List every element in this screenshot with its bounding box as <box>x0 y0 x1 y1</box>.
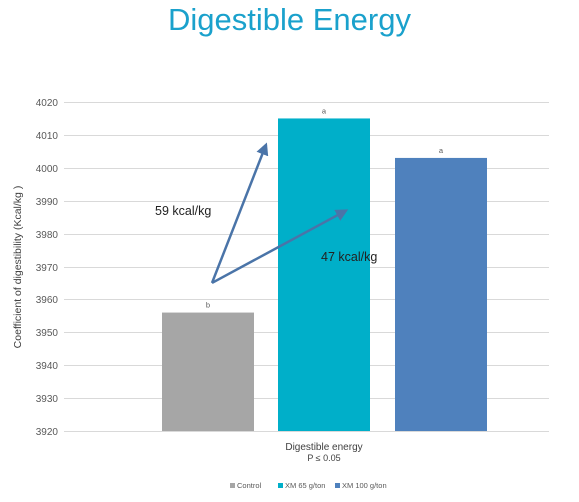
legend: Control XM 65 g/ton XM 100 g/ton <box>230 481 387 490</box>
annotation-label: 47 kcal/kg <box>321 250 377 264</box>
significance-letter: b <box>206 301 210 310</box>
y-axis-title: Coefficient of digestibility (Kcal/kg ) <box>12 186 24 349</box>
y-tick-label: 3930 <box>36 394 59 405</box>
legend-label: XM 100 g/ton <box>342 481 387 490</box>
bar-control <box>162 312 254 431</box>
bar-xm-100-g-ton <box>395 157 487 431</box>
y-tick-label: 3990 <box>36 197 59 208</box>
annotation-arrows: 59 kcal/kg 47 kcal/kg <box>155 142 377 285</box>
bar-xm-65-g-ton <box>278 118 370 431</box>
y-axis-ticks: 3920 3930 3940 3950 3960 3970 3980 3990 4000 4010… <box>36 98 59 438</box>
legend-swatch <box>230 483 235 488</box>
legend-swatch <box>335 483 340 488</box>
y-tick-label: 3970 <box>36 263 59 274</box>
legend-swatch <box>278 483 283 488</box>
data-labels: b a a <box>206 106 444 309</box>
x-axis-category-label: Digestible energy <box>285 442 362 453</box>
x-axis-significance-note: P ≤ 0.05 <box>307 453 340 463</box>
y-tick-label: 4020 <box>36 98 59 109</box>
y-tick-label: 3940 <box>36 361 59 372</box>
y-tick-label: 4010 <box>36 131 59 142</box>
y-tick-label: 3960 <box>36 295 59 306</box>
chart-title: Digestible Energy <box>168 2 411 37</box>
significance-letter: a <box>322 106 327 115</box>
annotation-label: 59 kcal/kg <box>155 204 211 218</box>
annotation-arrow <box>210 142 269 284</box>
legend-label: Control <box>237 481 262 490</box>
y-tick-label: 4000 <box>36 164 59 175</box>
significance-letter: a <box>439 146 444 155</box>
legend-label: XM 65 g/ton <box>285 481 325 490</box>
y-tick-label: 3980 <box>36 230 59 241</box>
bars <box>162 118 487 431</box>
annotation-arrow <box>211 209 349 285</box>
y-tick-label: 3920 <box>36 427 59 438</box>
y-tick-label: 3950 <box>36 328 59 339</box>
